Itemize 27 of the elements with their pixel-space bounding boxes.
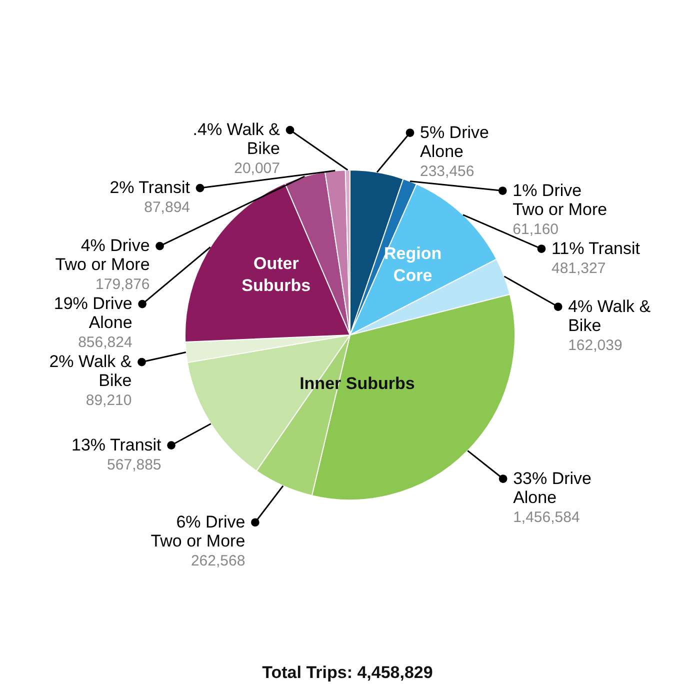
data-label: 20,007 xyxy=(234,160,280,178)
data-label: 567,885 xyxy=(107,456,162,474)
text: Total Trips: 4,458,829 xyxy=(262,663,433,682)
slice-label: 6% Drive Two or More xyxy=(150,512,246,550)
slice-label: 2% Transit xyxy=(110,178,190,198)
slice-label: 2% Walk & Bike xyxy=(49,352,132,390)
slice-label: 33% Drive Alone xyxy=(513,468,592,507)
data-label: 89,210 xyxy=(86,392,132,410)
slice-label: 4% Walk & Bike xyxy=(568,296,652,335)
slice-label: 19% Drive Alone xyxy=(54,294,132,332)
data-label: 179,876 xyxy=(96,276,150,294)
slice-label: 13% Transit xyxy=(72,435,162,454)
data-label: 856,824 xyxy=(78,334,132,352)
slice-label: 4% Drive Two or More xyxy=(55,236,150,274)
data-label: 481,327 xyxy=(551,260,606,277)
data-label: 262,568 xyxy=(190,552,246,570)
text: Outer Suburbs xyxy=(242,254,311,296)
slice-label: 1% Drive Two or More xyxy=(512,180,608,219)
data-label: 1,456,584 xyxy=(513,508,580,526)
data-label: 233,456 xyxy=(420,162,474,180)
data-label: 162,039 xyxy=(568,336,622,354)
slice-label: 5% Drive Alone xyxy=(420,122,489,161)
slice-label: 11% Transit xyxy=(551,238,640,258)
slice-label: .4% Walk & Bike xyxy=(192,120,281,158)
data-label: 87,894 xyxy=(144,199,190,216)
text: Region Core xyxy=(384,244,442,286)
data-label: 61,160 xyxy=(512,220,559,238)
